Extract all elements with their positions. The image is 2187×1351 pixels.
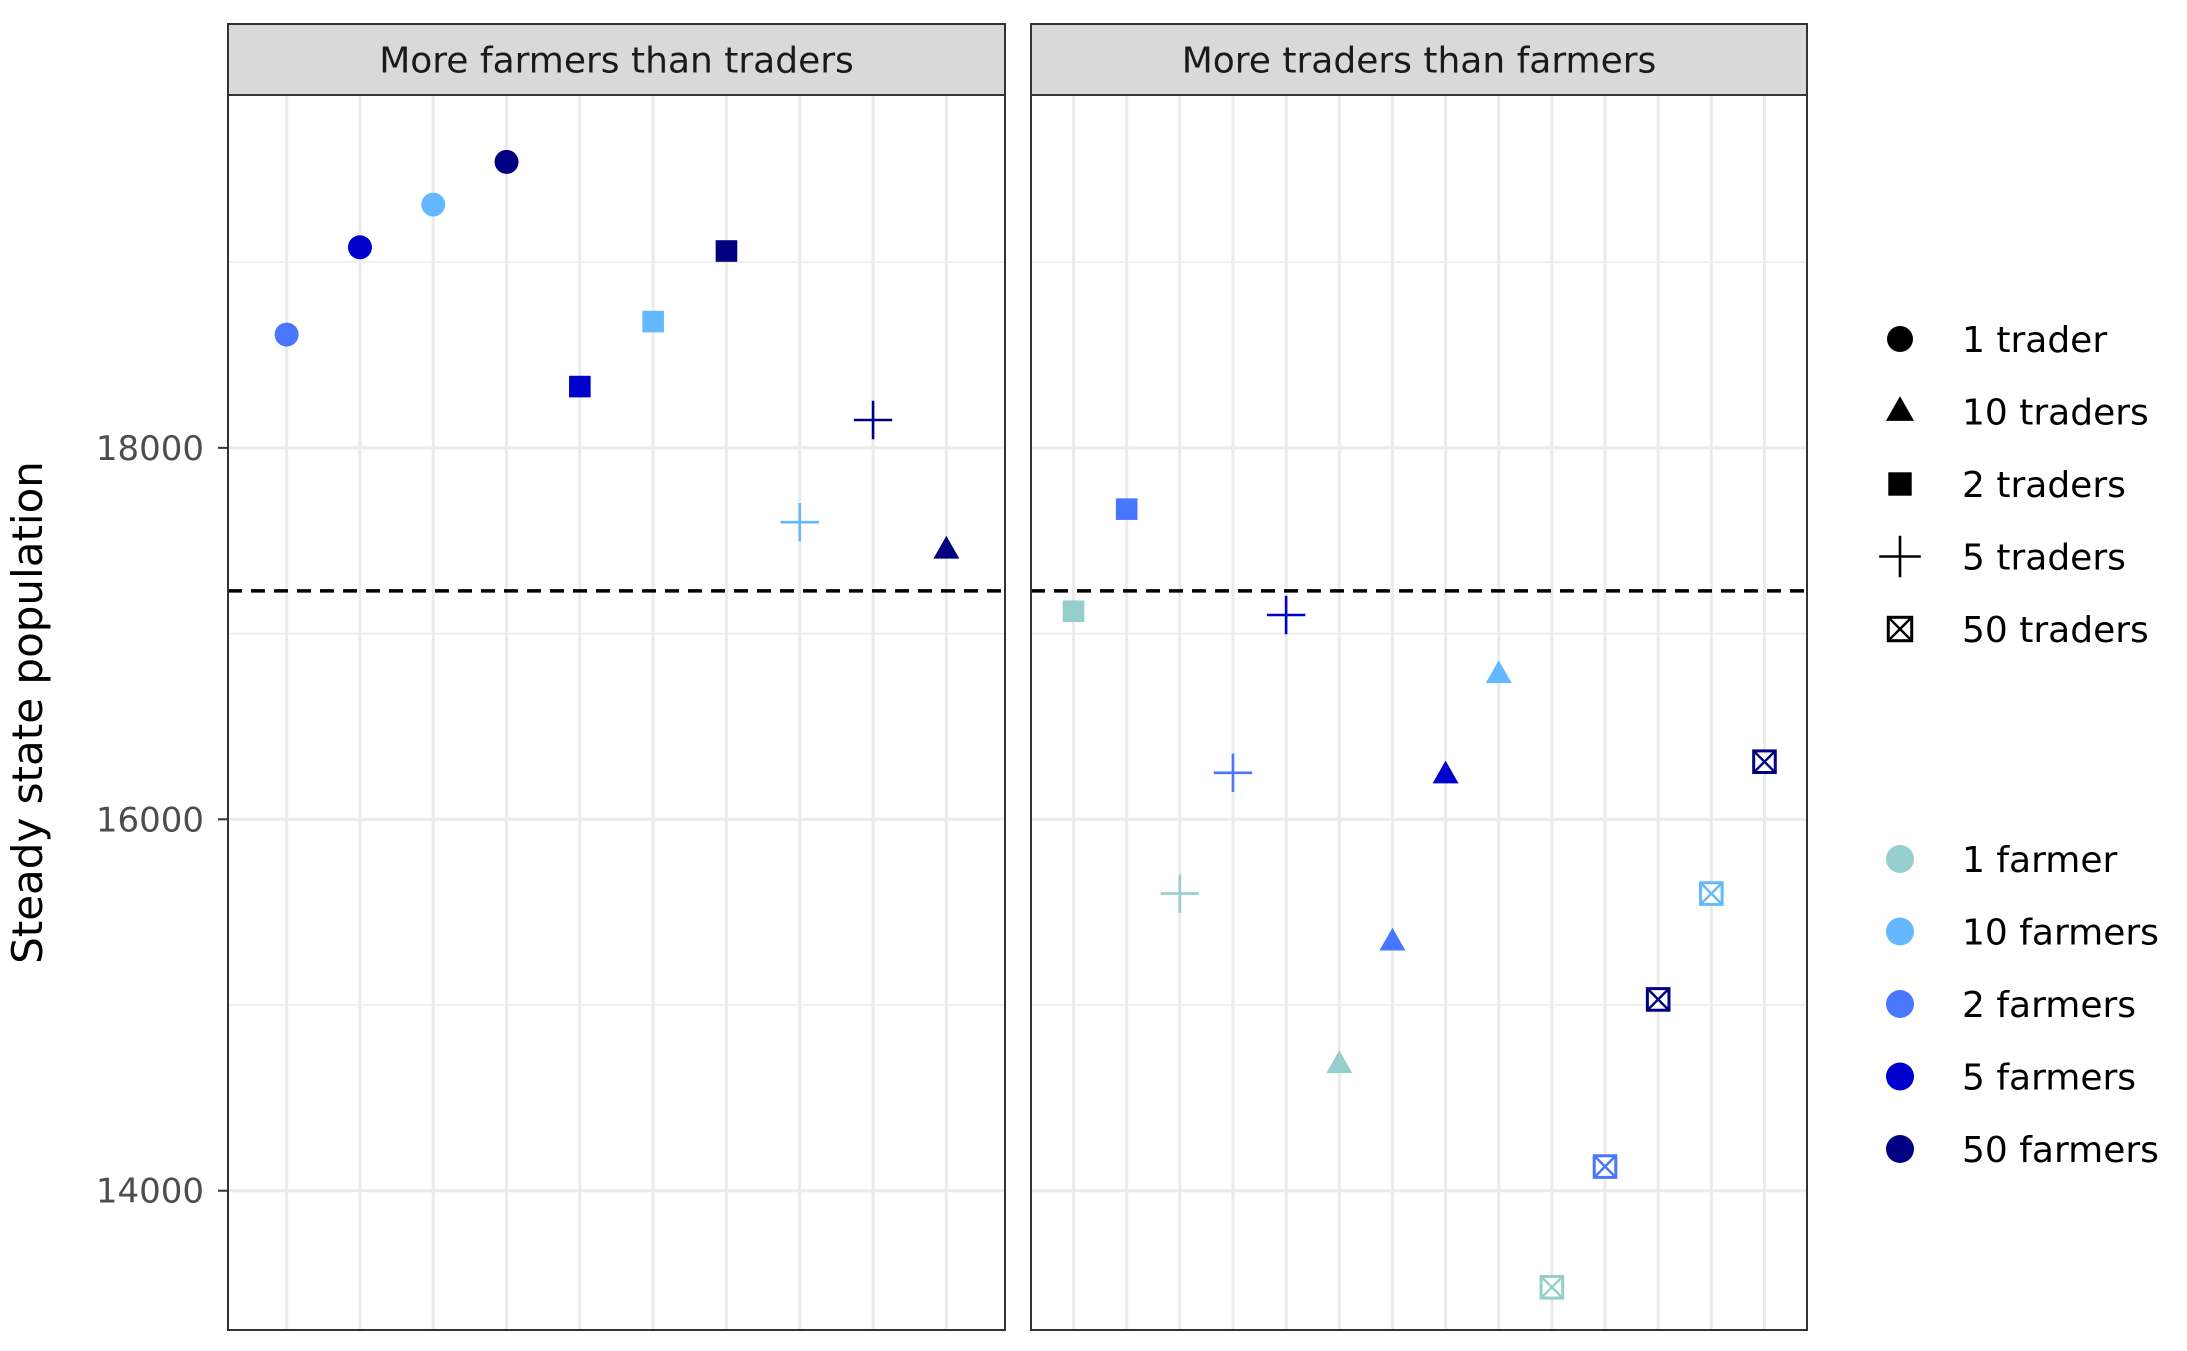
square-marker — [1888, 472, 1912, 496]
plus-marker — [780, 502, 819, 542]
facet-strip-label: More farmers than traders — [379, 41, 854, 82]
legend-shape-label: 5 traders — [1962, 538, 2126, 579]
legend-shape-key — [1885, 396, 1915, 421]
data-point — [1592, 1154, 1618, 1179]
facet-strip-label: More traders than farmers — [1182, 41, 1657, 82]
circle-marker — [1886, 1062, 1914, 1091]
square-marker — [1062, 600, 1085, 623]
triangle-marker — [1326, 1050, 1353, 1074]
legend-color-label: 1 farmer — [1962, 840, 2117, 881]
facet-strip — [1030, 23, 1808, 96]
circle-marker — [421, 192, 446, 217]
y-tick-label: 14000 — [96, 1172, 204, 1212]
legend-shape-label: 2 traders — [1962, 465, 2126, 506]
data-point — [274, 322, 299, 347]
circle-marker — [1886, 917, 1914, 946]
legend-shape-label: 50 traders — [1962, 610, 2149, 651]
circle-marker — [1887, 326, 1913, 352]
panels: More farmers than traders More traders th… — [227, 23, 1808, 1331]
data-point — [1699, 881, 1724, 906]
square-marker — [569, 375, 591, 398]
data-point — [1266, 595, 1306, 635]
data-point — [1485, 660, 1512, 684]
boxcross-diagonals — [1699, 881, 1723, 906]
data-point — [1645, 987, 1671, 1012]
boxcross-diagonals — [1593, 1154, 1617, 1179]
plus-marker — [1266, 595, 1306, 635]
boxcross-diagonals — [1646, 987, 1670, 1012]
data-point — [715, 240, 738, 262]
plus-marker — [1160, 874, 1200, 913]
data-point — [642, 310, 664, 333]
data-point — [853, 400, 893, 440]
data-point — [421, 192, 446, 217]
legend-shape-label: 10 traders — [1962, 393, 2149, 434]
circle-marker — [274, 322, 299, 347]
legend-color-key — [1886, 990, 1914, 1018]
triangle-marker — [1379, 927, 1406, 951]
data-point — [1752, 749, 1777, 775]
circle-marker — [1886, 1135, 1914, 1163]
triangle-marker — [1432, 760, 1459, 784]
data-point — [1062, 600, 1085, 623]
legend-color-label: 50 farmers — [1962, 1130, 2159, 1171]
data-point — [1432, 760, 1459, 784]
legend-shape-key — [1879, 535, 1921, 578]
y-axis-ticks: 14000 16000 18000 — [96, 429, 228, 1212]
plus-marker — [853, 400, 893, 440]
data-point — [347, 235, 372, 260]
data-point — [1115, 498, 1138, 520]
legend-color-key — [1886, 917, 1914, 946]
y-tick-label: 18000 — [96, 429, 204, 469]
facet-strip — [227, 23, 1006, 96]
square-marker — [715, 240, 738, 262]
legend-color-key — [1886, 1135, 1914, 1163]
data-point — [1213, 753, 1253, 793]
plus-marker — [1879, 535, 1921, 578]
legend-color-label: 10 farmers — [1962, 913, 2159, 954]
legend-color-key — [1886, 845, 1914, 873]
circle-marker — [494, 149, 519, 174]
legend-shape-key — [1887, 326, 1913, 352]
boxcross-diagonals — [1540, 1275, 1564, 1299]
triangle-marker — [933, 535, 960, 559]
legend-colors: 1 farmer 10 farmers 2 farmers 5 farmers 50 f… — [1886, 840, 2159, 1171]
panel-background — [1031, 95, 1807, 1330]
legend-shape-label: 1 trader — [1962, 320, 2107, 361]
data-point — [933, 535, 960, 559]
facet-panel: More farmers than traders — [227, 23, 1006, 1331]
square-marker — [1115, 498, 1138, 520]
triangle-marker — [1885, 396, 1915, 421]
data-point — [1379, 927, 1406, 951]
y-tick-label: 16000 — [96, 800, 204, 840]
legend-color-key — [1886, 1062, 1914, 1091]
legend-shapes: 1 trader 10 traders 2 traders 5 traders 50 t… — [1879, 320, 2149, 651]
data-point — [494, 149, 519, 174]
triangle-marker — [1485, 660, 1512, 684]
circle-marker — [1886, 845, 1914, 873]
legend-shape-key — [1888, 472, 1912, 496]
data-point — [1160, 874, 1200, 913]
legend-color-label: 5 farmers — [1962, 1058, 2136, 1099]
data-point — [780, 502, 819, 542]
data-point — [569, 375, 591, 398]
legend-shape-key — [1886, 615, 1914, 643]
plus-marker — [1213, 753, 1253, 793]
boxcross-diagonals — [1752, 750, 1777, 774]
circle-marker — [347, 235, 372, 260]
boxcross-diagonals — [1887, 616, 1913, 642]
square-marker — [642, 310, 664, 333]
facet-panel: More traders than farmers — [1030, 23, 1808, 1331]
panel-background — [228, 95, 1005, 1330]
data-point — [1326, 1050, 1353, 1074]
y-axis-title: Steady state population — [3, 461, 52, 964]
legend-color-label: 2 farmers — [1962, 985, 2136, 1026]
data-point — [1539, 1274, 1565, 1300]
circle-marker — [1886, 990, 1914, 1018]
